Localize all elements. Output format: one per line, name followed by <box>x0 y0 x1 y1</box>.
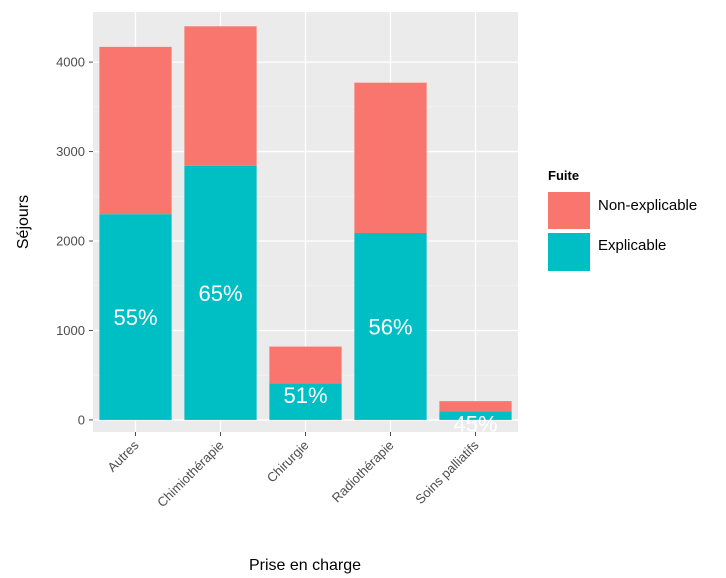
bars <box>99 26 512 420</box>
y-axis-title: Séjours <box>15 195 32 249</box>
y-tick-label: 3000 <box>56 144 85 159</box>
bar-percent-label: 65% <box>198 281 242 306</box>
bar-non-explicable <box>184 26 257 166</box>
bar-percent-label: 55% <box>113 305 157 330</box>
legend-label-explicable: Explicable <box>598 237 666 254</box>
y-axis-ticks: 0 1000 2000 3000 4000 <box>56 55 93 427</box>
bar-explicable <box>354 232 427 420</box>
y-tick-label: 2000 <box>56 234 85 249</box>
bar-non-explicable <box>439 401 512 412</box>
bar-explicable <box>184 165 257 420</box>
bar-explicable <box>269 383 342 420</box>
bar-explicable <box>99 214 172 420</box>
legend-title: Fuite <box>548 168 579 183</box>
x-tick-label: Soins palliatifs <box>412 437 482 507</box>
y-tick-label: 0 <box>78 412 85 427</box>
x-tick-label: Radiothérapie <box>329 438 397 506</box>
bar-explicable <box>439 411 512 420</box>
x-tick-label: Autres <box>104 437 142 475</box>
y-tick-label: 4000 <box>56 55 85 70</box>
legend-swatch-non-explicable <box>548 192 590 229</box>
legend-swatch-explicable <box>548 233 590 271</box>
legend-label-non-explicable: Non-explicable <box>598 197 697 214</box>
bar-percent-label: 51% <box>283 383 327 408</box>
bar-percent-label: 56% <box>368 314 412 339</box>
x-tick-label: Chirurgie <box>264 438 312 486</box>
legend: Fuite Non-explicable Explicable <box>548 168 697 271</box>
bar-non-explicable <box>354 82 427 233</box>
x-tick-label: Chimiothérapie <box>154 438 226 510</box>
bar-labels: 55%65%51%56%45% <box>113 281 497 437</box>
bar-non-explicable <box>269 346 342 384</box>
y-tick-label: 1000 <box>56 323 85 338</box>
x-axis-ticks: Autres Chimiothérapie Chirurgie Radiothérap… <box>104 432 482 510</box>
bar-non-explicable <box>99 46 172 215</box>
x-axis-title: Prise en charge <box>249 557 361 574</box>
